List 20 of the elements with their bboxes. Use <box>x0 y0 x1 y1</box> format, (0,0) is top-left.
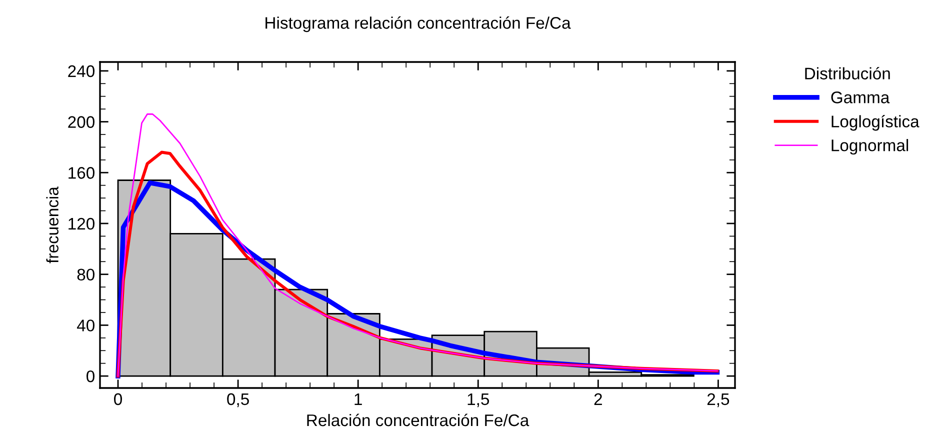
x-tick-label: 0,5 <box>227 393 249 408</box>
x-tick-label: 2,5 <box>707 393 730 408</box>
y-tick-label: 120 <box>68 218 94 230</box>
y-axis-title: frecuencia <box>46 186 58 264</box>
x-tick-label: 0 <box>114 393 122 406</box>
x-tick-label: 2 <box>594 393 602 405</box>
y-tick-label: 240 <box>68 65 94 78</box>
y-tick-label: 200 <box>68 116 94 128</box>
legend-label: Lognormal <box>832 139 908 155</box>
x-tick-label: 1,5 <box>468 393 490 408</box>
y-tick-label: 0 <box>86 370 94 382</box>
legend-title: Distribución <box>805 67 890 80</box>
chart-title: Histograma relación concentración Fe/Ca <box>266 16 571 32</box>
legend-label: Gamma <box>831 92 890 104</box>
x-axis-title: Relación concentración Fe/Ca <box>307 414 530 426</box>
x-tick-label: 1 <box>354 393 362 405</box>
y-tick-label: 40 <box>76 320 94 332</box>
y-tick-label: 80 <box>77 268 94 281</box>
legend-label: Loglogística <box>832 114 920 131</box>
y-tick-label: 160 <box>68 167 94 179</box>
